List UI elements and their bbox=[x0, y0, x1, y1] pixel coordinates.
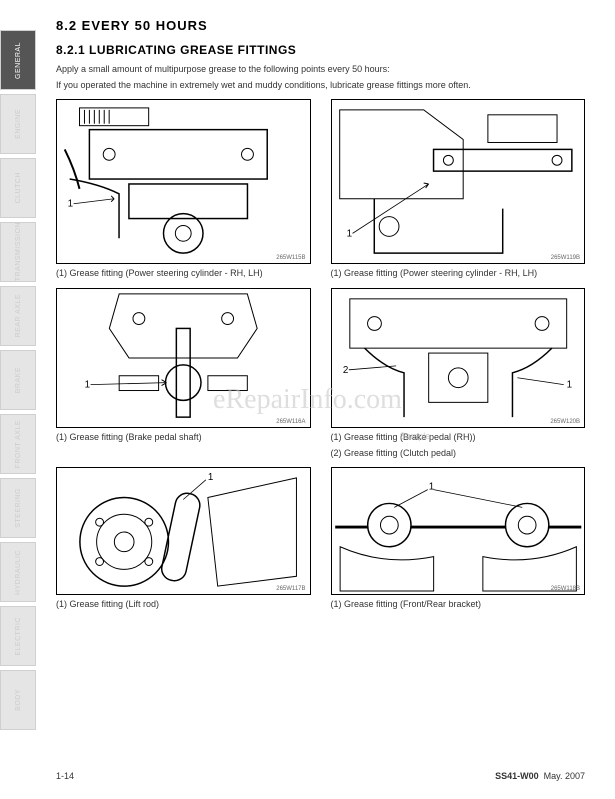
mechanical-diagram-icon: 1 bbox=[332, 100, 585, 263]
svg-text:1: 1 bbox=[85, 379, 90, 390]
figure-3-left: 1 265W117B bbox=[56, 467, 311, 595]
figure-caption-2: (2) Grease fitting (Clutch pedal) bbox=[331, 448, 586, 460]
intro-text-2: If you operated the machine in extremely… bbox=[56, 79, 585, 92]
figure-ref: 265W118B bbox=[551, 586, 580, 592]
figure-1-right: 1 265W119B bbox=[331, 99, 586, 264]
mechanical-diagram-icon: 1 bbox=[57, 289, 310, 427]
sidebar-tab-brake[interactable]: Brake bbox=[0, 350, 36, 410]
page-footer: 1-14 SS41-W00 May. 2007 bbox=[56, 771, 585, 781]
figure-ref: 265W116A bbox=[276, 419, 305, 425]
sidebar-tab-front-axle[interactable]: Front Axle bbox=[0, 414, 36, 474]
figure-2-right: 2 1 265W120B bbox=[331, 288, 586, 428]
figure-3-right: 1 265W118B bbox=[331, 467, 586, 595]
figure-row-1: 1 265W115B (1) Grease fitting (Power ste… bbox=[56, 99, 585, 280]
page-content: 8.2 EVERY 50 HOURS 8.2.1 LUBRICATING GRE… bbox=[56, 18, 585, 781]
sidebar-tab-general[interactable]: General bbox=[0, 30, 36, 90]
section-heading: 8.2 EVERY 50 HOURS bbox=[56, 18, 585, 33]
svg-text:1: 1 bbox=[68, 199, 73, 210]
svg-text:1: 1 bbox=[208, 472, 213, 483]
mechanical-diagram-icon: 1 bbox=[57, 468, 310, 594]
sidebar-tab-rear-axle[interactable]: Rear Axle bbox=[0, 286, 36, 346]
sidebar-tabs: General Engine Clutch Transmission Rear … bbox=[0, 30, 36, 734]
figure-ref: 265W120B bbox=[550, 419, 580, 425]
svg-text:1: 1 bbox=[566, 379, 571, 390]
intro-text-1: Apply a small amount of multipurpose gre… bbox=[56, 63, 585, 76]
subsection-heading: 8.2.1 LUBRICATING GREASE FITTINGS bbox=[56, 43, 585, 57]
mechanical-diagram-icon: 1 bbox=[57, 100, 310, 263]
figure-caption: (1) Grease fitting (Power steering cylin… bbox=[331, 268, 586, 280]
sidebar-tab-steering[interactable]: Steering bbox=[0, 478, 36, 538]
svg-text:1: 1 bbox=[428, 482, 433, 493]
figure-2-left: 1 265W116A bbox=[56, 288, 311, 428]
sidebar-tab-body[interactable]: Body bbox=[0, 670, 36, 730]
mechanical-diagram-icon: 1 bbox=[332, 468, 585, 594]
figure-row-3: 1 265W117B (1) Grease fitting (Lift rod)… bbox=[56, 467, 585, 611]
svg-text:1: 1 bbox=[346, 229, 351, 240]
figure-caption: (1) Grease fitting (Brake pedal shaft) bbox=[56, 432, 311, 444]
figure-caption: (1) Grease fitting (Brake pedal (RH)) bbox=[331, 432, 586, 444]
sidebar-tab-hydraulic[interactable]: Hydraulic bbox=[0, 542, 36, 602]
sidebar-tab-clutch[interactable]: Clutch bbox=[0, 158, 36, 218]
figure-ref: 265W115B bbox=[276, 255, 305, 261]
figure-caption: (1) Grease fitting (Lift rod) bbox=[56, 599, 311, 611]
figure-ref: 265W117B bbox=[276, 586, 305, 592]
figure-caption: (1) Grease fitting (Power steering cylin… bbox=[56, 268, 311, 280]
sidebar-tab-electric[interactable]: Electric bbox=[0, 606, 36, 666]
page-number: 1-14 bbox=[56, 771, 74, 781]
figure-caption: (1) Grease fitting (Front/Rear bracket) bbox=[331, 599, 586, 611]
sidebar-tab-transmission[interactable]: Transmission bbox=[0, 222, 36, 282]
doc-info: SS41-W00 May. 2007 bbox=[495, 771, 585, 781]
figure-ref: 265W119B bbox=[551, 255, 580, 261]
sidebar-tab-engine[interactable]: Engine bbox=[0, 94, 36, 154]
mechanical-diagram-icon: 2 1 bbox=[332, 289, 585, 427]
figure-row-2: 1 265W116A (1) Grease fitting (Brake ped… bbox=[56, 288, 585, 459]
figure-1-left: 1 265W115B bbox=[56, 99, 311, 264]
svg-text:2: 2 bbox=[342, 365, 347, 376]
